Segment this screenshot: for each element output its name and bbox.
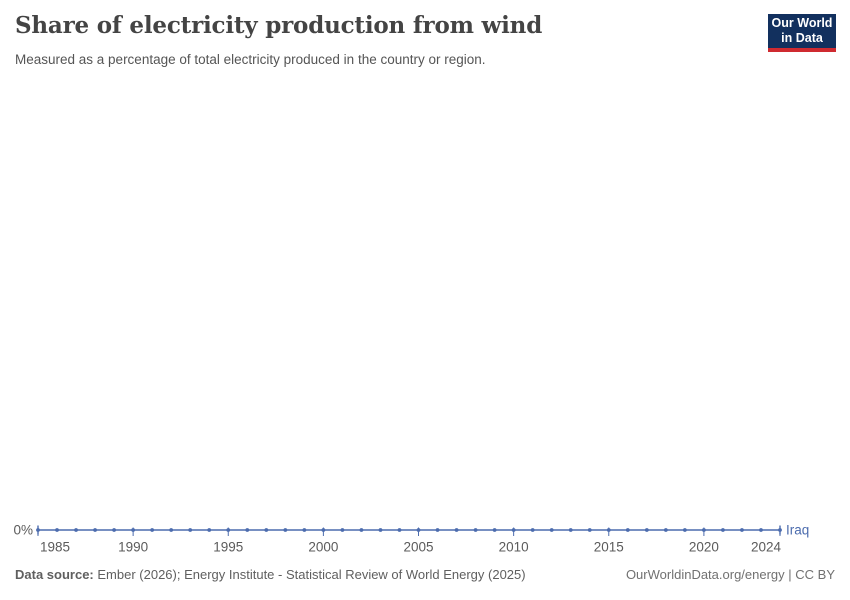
data-point[interactable]	[321, 528, 326, 532]
data-point[interactable]	[587, 528, 592, 532]
x-tick-label: 1995	[213, 540, 243, 555]
data-point[interactable]	[131, 528, 136, 532]
data-source-text: Ember (2026); Energy Institute - Statist…	[97, 567, 526, 582]
data-point[interactable]	[207, 528, 212, 532]
wind-share-line-chart[interactable]: 1985 1990 1995 2000 2005 2010 2015 2020 2024 0% Ir…	[0, 80, 850, 558]
data-point[interactable]	[169, 528, 174, 532]
x-tick-label: 2020	[689, 540, 719, 555]
data-source-label: Data source:	[15, 567, 94, 582]
data-point[interactable]	[340, 528, 345, 532]
data-point[interactable]	[283, 528, 288, 532]
owid-logo[interactable]: Our World in Data	[768, 14, 836, 52]
data-point[interactable]	[492, 528, 497, 532]
x-tick-label: 2010	[499, 540, 529, 555]
data-point[interactable]	[55, 528, 59, 532]
data-point[interactable]	[245, 528, 250, 532]
data-point[interactable]	[530, 528, 535, 532]
data-point[interactable]	[625, 528, 630, 532]
data-point[interactable]	[682, 528, 687, 532]
attribution-link[interactable]: OurWorldinData.org/energy | CC BY	[625, 567, 835, 582]
data-point[interactable]	[112, 528, 117, 532]
data-point[interactable]	[226, 528, 231, 532]
chart-subtitle: Measured as a percentage of total electr…	[15, 52, 486, 67]
data-point[interactable]	[473, 528, 478, 532]
data-point[interactable]	[435, 528, 440, 532]
data-point[interactable]	[606, 528, 611, 532]
owid-logo-line1: Our World	[771, 16, 833, 30]
data-point[interactable]	[378, 528, 383, 532]
data-point[interactable]	[93, 528, 97, 532]
data-point[interactable]	[36, 528, 40, 532]
data-point[interactable]	[549, 528, 554, 532]
data-point[interactable]	[150, 528, 155, 532]
data-point[interactable]	[264, 528, 269, 532]
x-tick-label: 1985	[40, 540, 70, 555]
x-tick-label: 2005	[403, 540, 433, 555]
data-point[interactable]	[701, 528, 706, 532]
data-point[interactable]	[511, 528, 516, 532]
owid-logo-line2: in Data	[781, 31, 823, 45]
data-point[interactable]	[759, 528, 763, 532]
data-source-note: Data source: Ember (2026); Energy Instit…	[15, 567, 526, 582]
data-point[interactable]	[721, 528, 725, 532]
data-point[interactable]	[397, 528, 402, 532]
data-point[interactable]	[644, 528, 649, 532]
x-tick-label: 2000	[308, 540, 338, 555]
data-point[interactable]	[188, 528, 193, 532]
x-tick-label: 2024	[751, 540, 782, 555]
data-point[interactable]	[663, 528, 668, 532]
data-point[interactable]	[359, 528, 364, 532]
data-point[interactable]	[74, 528, 78, 532]
data-point[interactable]	[740, 528, 744, 532]
y-tick-label: 0%	[13, 523, 33, 538]
data-point[interactable]	[416, 528, 421, 532]
data-point[interactable]	[778, 528, 782, 532]
page-title: Share of electricity production from win…	[15, 12, 543, 39]
data-point[interactable]	[302, 528, 307, 532]
chart-footer: Data source: Ember (2026); Energy Instit…	[15, 567, 835, 582]
data-point[interactable]	[454, 528, 459, 532]
x-tick-label: 1990	[118, 540, 148, 555]
series-entity-label: Iraq	[786, 523, 809, 538]
x-tick-label: 2015	[594, 540, 624, 555]
data-point[interactable]	[568, 528, 573, 532]
